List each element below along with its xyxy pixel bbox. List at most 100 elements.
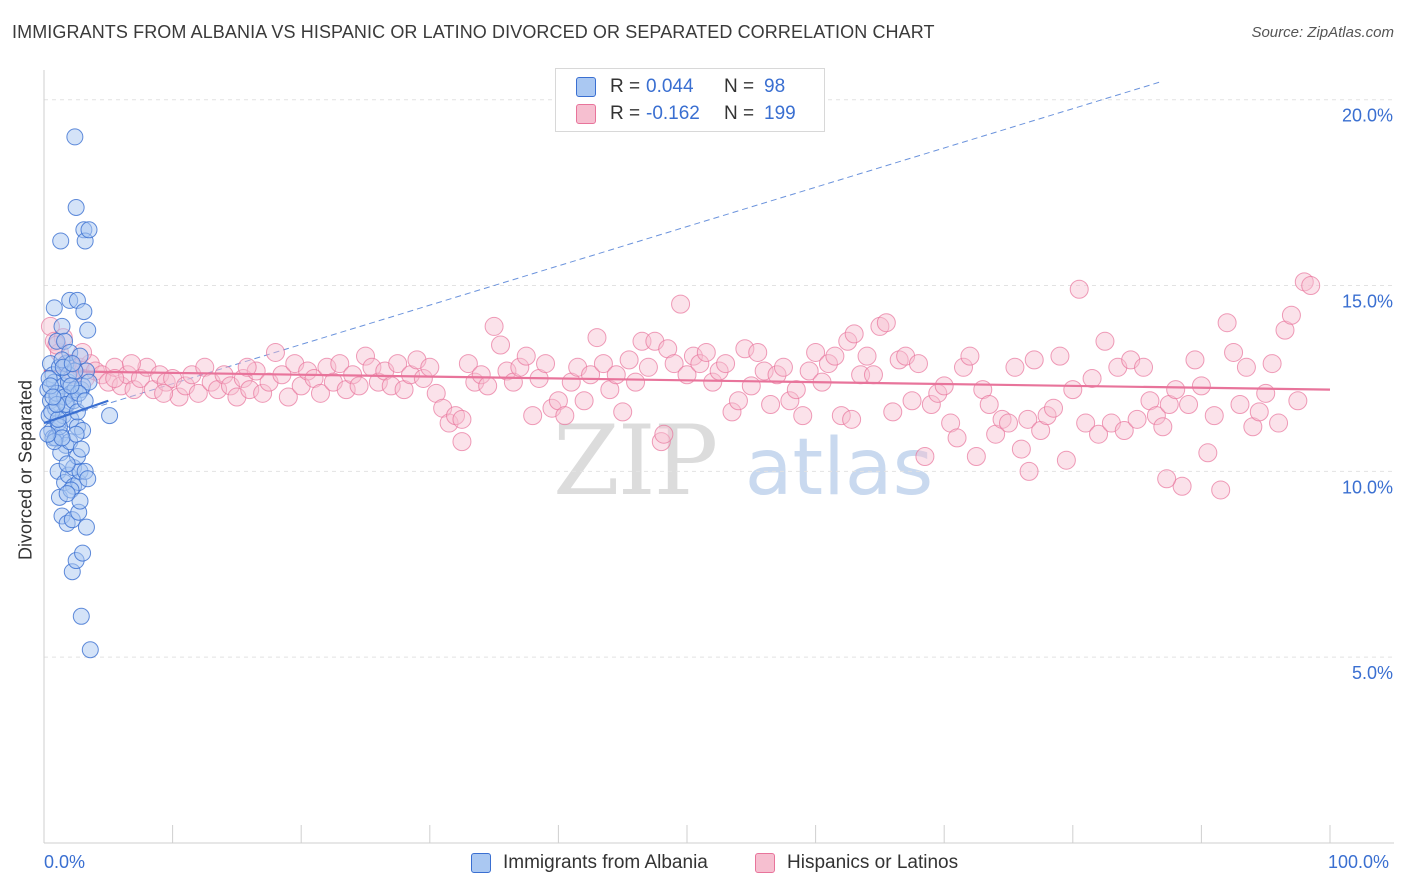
x-tick-label-min: 0.0% xyxy=(44,852,86,872)
hispanic-point xyxy=(999,413,1018,433)
hispanic-point xyxy=(188,383,208,403)
legend-label-albania: Immigrants from Albania xyxy=(503,852,708,873)
hispanic-point xyxy=(169,387,189,407)
hispanic-point xyxy=(844,324,864,344)
r-value: -0.162 xyxy=(646,103,700,124)
hispanic-point xyxy=(278,387,298,407)
hispanic-point xyxy=(1288,391,1308,411)
legend-row-hispanic: R = -0.162 N = 199 xyxy=(576,101,796,127)
albania-point xyxy=(62,377,80,395)
hispanic-point xyxy=(420,357,440,377)
n-label: N = xyxy=(724,103,755,124)
hispanic-point xyxy=(388,354,408,374)
correlation-legend: R = 0.044 N = 98 R = -0.162 N = 199 xyxy=(555,68,825,132)
albania-point xyxy=(77,518,95,536)
legend-label-hispanic: Hispanics or Latinos xyxy=(787,852,959,873)
hispanic-point xyxy=(767,365,787,385)
albania-point xyxy=(44,388,62,406)
albania-point xyxy=(72,440,90,458)
albania-point xyxy=(67,199,85,217)
hispanic-point xyxy=(516,346,536,366)
hispanic-point xyxy=(838,331,858,351)
hispanic-point xyxy=(150,365,170,385)
legend-swatch-blue xyxy=(471,853,491,873)
hispanic-point xyxy=(452,409,472,429)
albania-point xyxy=(79,470,97,488)
r-label: R = xyxy=(610,103,641,124)
albania-point xyxy=(63,355,81,373)
albania-point xyxy=(74,544,92,562)
legend-swatch-pink xyxy=(576,104,596,124)
y-axis-label: Divorced or Separated xyxy=(15,379,36,561)
watermark-zip: ZIP xyxy=(553,405,718,517)
hispanic-point xyxy=(1157,469,1177,489)
r-label: R = xyxy=(610,76,641,97)
hispanic-point xyxy=(253,383,273,403)
hispanic-point xyxy=(330,354,350,374)
hispanic-point xyxy=(593,354,613,374)
hispanic-point xyxy=(716,354,736,374)
hispanic-point xyxy=(806,342,826,362)
hispanic-point xyxy=(555,406,575,426)
series-legend: Immigrants from Albania Hispanics or Lat… xyxy=(0,852,1406,876)
hispanic-point xyxy=(1019,461,1039,481)
hispanic-point xyxy=(651,432,671,452)
hispanic-point xyxy=(953,357,973,377)
legend-row-albania: R = 0.044 N = 98 xyxy=(576,74,785,100)
hispanic-point xyxy=(915,447,935,466)
watermark-atlas: atlas xyxy=(744,423,934,513)
hispanic-point xyxy=(240,380,260,400)
watermark: ZIP atlas xyxy=(553,405,933,517)
hispanic-point xyxy=(1294,272,1314,292)
hispanic-point xyxy=(1179,394,1199,414)
r-value: 0.044 xyxy=(646,76,694,97)
albania-point xyxy=(58,455,76,473)
albania-point xyxy=(79,321,97,339)
hispanic-point xyxy=(960,346,980,366)
hispanic-point xyxy=(458,354,478,374)
hispanic-point xyxy=(870,316,890,336)
hispanic-point xyxy=(446,406,466,426)
hispanic-point xyxy=(703,372,723,392)
hispanic-point xyxy=(368,372,388,392)
hispanic-point xyxy=(883,402,903,422)
y-tick-label: 5.0% xyxy=(1352,663,1393,683)
albania-point xyxy=(71,492,89,510)
chart-title: IMMIGRANTS FROM ALBANIA VS HISPANIC OR L… xyxy=(12,22,935,42)
y-tick-label: 10.0% xyxy=(1342,477,1393,497)
hispanic-point xyxy=(825,346,845,366)
hispanic-point xyxy=(626,372,646,392)
hispanic-point xyxy=(452,432,472,452)
hispanic-point xyxy=(310,383,330,403)
hispanic-point xyxy=(497,361,517,381)
n-value: 199 xyxy=(764,103,796,124)
hispanic-point xyxy=(1069,279,1089,299)
hispanic-point xyxy=(1262,354,1282,374)
hispanic-point xyxy=(439,413,459,433)
hispanic-point xyxy=(876,313,896,333)
hispanic-point xyxy=(484,316,504,336)
hispanic-point xyxy=(722,402,742,422)
hispanic-point xyxy=(690,354,710,374)
hispanic-point xyxy=(908,354,928,374)
hispanic-point xyxy=(818,354,838,374)
legend-swatch-pink xyxy=(755,853,775,873)
hispanic-point xyxy=(1301,276,1321,296)
hispanic-point xyxy=(921,394,941,414)
hispanic-point xyxy=(1166,380,1186,400)
hispanic-point xyxy=(1269,413,1289,433)
hispanic-point xyxy=(741,376,761,396)
hispanic-point xyxy=(799,361,819,381)
albania-trend-extension xyxy=(43,80,1163,424)
hispanic-point xyxy=(1185,350,1205,370)
hispanic-point xyxy=(1037,406,1057,426)
hispanic-point xyxy=(1191,376,1211,396)
hispanic-point xyxy=(1095,331,1115,351)
hispanic-point xyxy=(491,335,511,355)
hispanic-point xyxy=(1114,420,1134,440)
hispanic-point xyxy=(471,365,491,385)
hispanic-point xyxy=(1230,394,1250,414)
hispanic-point xyxy=(613,402,633,422)
hispanic-point xyxy=(1153,417,1173,437)
hispanic-point xyxy=(1204,406,1224,426)
